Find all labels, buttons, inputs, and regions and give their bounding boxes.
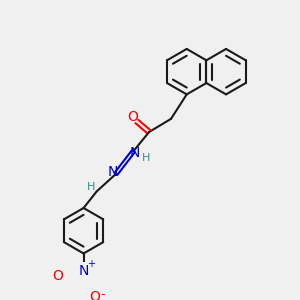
Text: N: N — [107, 165, 118, 179]
Text: O: O — [127, 110, 138, 124]
Text: -: - — [100, 288, 105, 300]
Text: N: N — [130, 146, 140, 160]
Text: H: H — [87, 182, 96, 192]
Text: N: N — [78, 264, 89, 278]
Text: H: H — [141, 153, 150, 163]
Text: O: O — [89, 290, 100, 300]
Text: O: O — [52, 269, 63, 283]
Text: +: + — [87, 259, 94, 269]
